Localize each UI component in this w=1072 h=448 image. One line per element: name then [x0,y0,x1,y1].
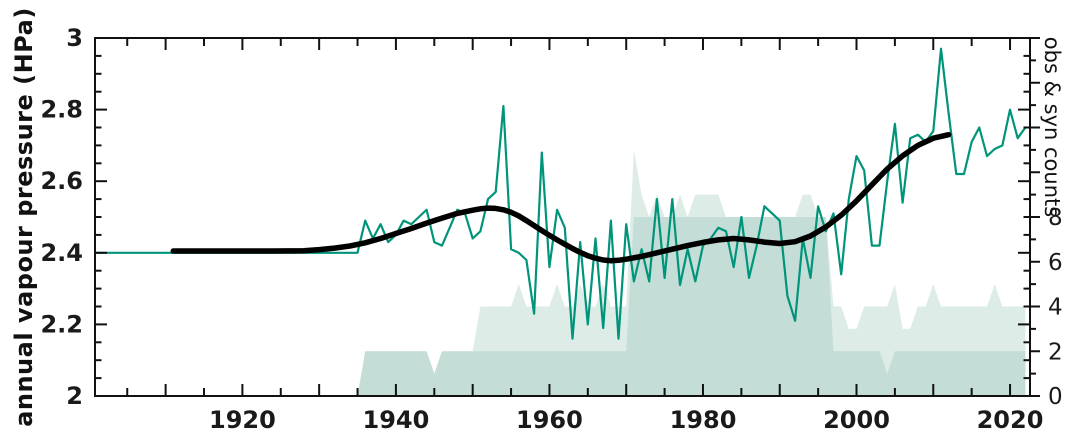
y-left-tick-label: 2 [66,382,83,410]
left-axis-title: annual vapour pressure (HPa) [10,7,38,427]
x-tick-label: 1920 [209,406,276,434]
y-right-tick-label: 4 [1048,295,1063,321]
area-obs-counts [357,149,1026,396]
y-left-tick-label: 2.4 [40,239,83,267]
line-smoothed-annual-vapour-pressure [170,131,952,264]
y-right-tick-label: 8 [1048,205,1063,231]
x-tick-label: 2020 [977,406,1044,434]
y-right-tick-label: 2 [1048,339,1063,365]
x-tick-label: 2000 [823,406,890,434]
x-tick-label: 1980 [670,406,737,434]
x-tick-label: 1940 [363,406,430,434]
y-left-tick-label: 2.8 [40,96,83,124]
axes [94,37,1040,397]
right-axis-title: obs & syn counts [1040,36,1064,218]
area-syn-counts [357,217,1026,396]
y-right-tick-label: 6 [1048,250,1063,276]
y-left-tick-label: 3 [66,24,83,52]
pressure-lines [95,47,1027,340]
line-annual-vapour-pressure [95,47,1027,340]
x-tick-label: 1960 [516,406,583,434]
y-left-tick-label: 2.2 [40,310,83,338]
y-left-tick-label: 2.6 [40,167,83,195]
tick-labels: 1920 1940 1960 1980 2000 2020 2 2.2 2.4 2.6 2.8 3 0 2… [40,24,1062,434]
y-right-tick-label: 0 [1048,384,1063,410]
count-areas [357,149,1026,396]
